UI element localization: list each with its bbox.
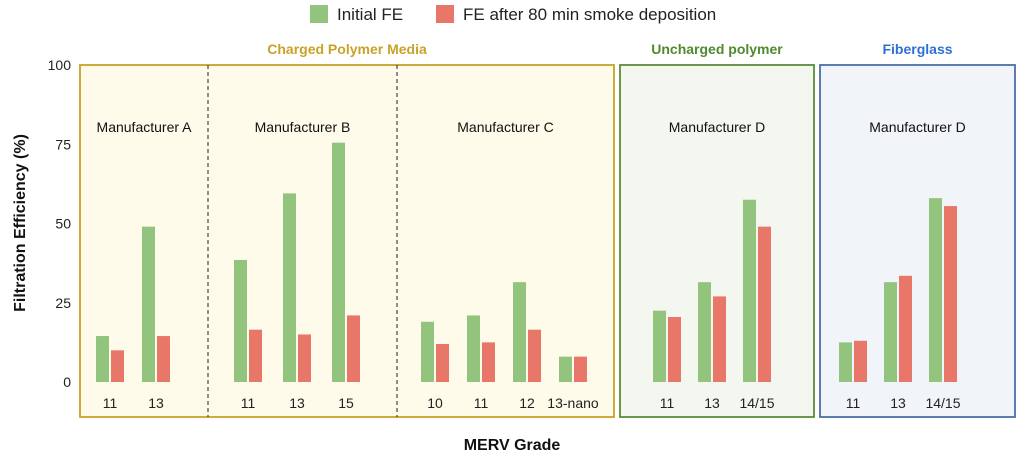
legend-label-initial: Initial FE	[337, 5, 403, 24]
manufacturer-label: Manufacturer B	[255, 119, 351, 135]
manufacturer-label: Manufacturer D	[869, 119, 965, 135]
legend-label-after: FE after 80 min smoke deposition	[463, 5, 716, 24]
x-tick-label: 13	[704, 395, 720, 411]
y-tick-label: 25	[55, 295, 71, 311]
bar-fe-after-smoke	[157, 336, 170, 382]
bar-initial-fe	[513, 282, 526, 382]
x-tick-label: 10	[427, 395, 443, 411]
bar-initial-fe	[559, 356, 572, 382]
bar-fe-after-smoke	[298, 334, 311, 382]
bars	[96, 142, 957, 382]
bar-fe-after-smoke	[574, 356, 587, 382]
bar-initial-fe	[332, 142, 345, 382]
x-tick-label: 14/15	[739, 395, 774, 411]
y-tick-label: 100	[48, 57, 72, 73]
group-title: Fiberglass	[882, 41, 952, 57]
bar-fe-after-smoke	[758, 226, 771, 382]
bar-initial-fe	[96, 336, 109, 382]
y-tick-label: 50	[55, 216, 71, 232]
x-tick-label: 15	[338, 395, 354, 411]
x-axis-ticks: 11 13 11 13 15 10 11 12 13-nano 11 13 14/15 11 13 14/1…	[103, 395, 961, 411]
legend: Initial FE FE after 80 min smoke deposit…	[310, 5, 716, 24]
bar-fe-after-smoke	[249, 329, 262, 382]
x-tick-label: 14/15	[925, 395, 960, 411]
manufacturer-label: Manufacturer C	[457, 119, 553, 135]
manufacturer-label: Manufacturer D	[669, 119, 765, 135]
x-tick-label: 11	[474, 395, 489, 411]
bar-initial-fe	[929, 198, 942, 382]
group-title: Uncharged polymer	[651, 41, 783, 57]
bar-initial-fe	[884, 282, 897, 382]
panel-2	[819, 64, 1016, 418]
x-tick-label: 13-nano	[547, 395, 599, 411]
x-tick-label: 11	[103, 395, 118, 411]
x-tick-label: 13	[289, 395, 305, 411]
bar-fe-after-smoke	[347, 315, 360, 382]
bar-initial-fe	[142, 226, 155, 382]
x-tick-label: 12	[519, 395, 535, 411]
bar-fe-after-smoke	[668, 317, 681, 382]
bar-initial-fe	[467, 315, 480, 382]
panels: Charged Polymer Media Manufacturer A Manuf…	[79, 41, 1016, 418]
group-title: Charged Polymer Media	[267, 41, 427, 57]
bar-initial-fe	[698, 282, 711, 382]
bar-fe-after-smoke	[482, 342, 495, 382]
y-axis-title: Filtration Efficiency (%)	[12, 134, 29, 312]
legend-swatch-after	[436, 5, 454, 23]
bar-fe-after-smoke	[713, 296, 726, 382]
bar-fe-after-smoke	[436, 343, 449, 382]
y-tick-label: 0	[63, 374, 71, 390]
x-axis-title: MERV Grade	[464, 437, 561, 454]
bar-fe-after-smoke	[899, 275, 912, 382]
y-axis-ticks: 0 25 50 75 100	[48, 57, 72, 390]
x-tick-label: 11	[660, 395, 675, 411]
bar-initial-fe	[283, 193, 296, 382]
bar-initial-fe	[234, 259, 247, 382]
bar-fe-after-smoke	[854, 340, 867, 382]
x-tick-label: 11	[846, 395, 861, 411]
bar-initial-fe	[653, 310, 666, 382]
bar-fe-after-smoke	[111, 350, 124, 382]
x-tick-label: 11	[241, 395, 256, 411]
bar-fe-after-smoke	[944, 206, 957, 382]
x-tick-label: 13	[890, 395, 906, 411]
bar-initial-fe	[743, 199, 756, 382]
x-tick-label: 13	[148, 395, 164, 411]
bar-initial-fe	[421, 321, 434, 382]
bar-initial-fe	[839, 342, 852, 382]
y-tick-label: 75	[55, 136, 71, 152]
manufacturer-label: Manufacturer A	[97, 119, 193, 135]
bar-fe-after-smoke	[528, 329, 541, 382]
legend-swatch-initial	[310, 5, 328, 23]
